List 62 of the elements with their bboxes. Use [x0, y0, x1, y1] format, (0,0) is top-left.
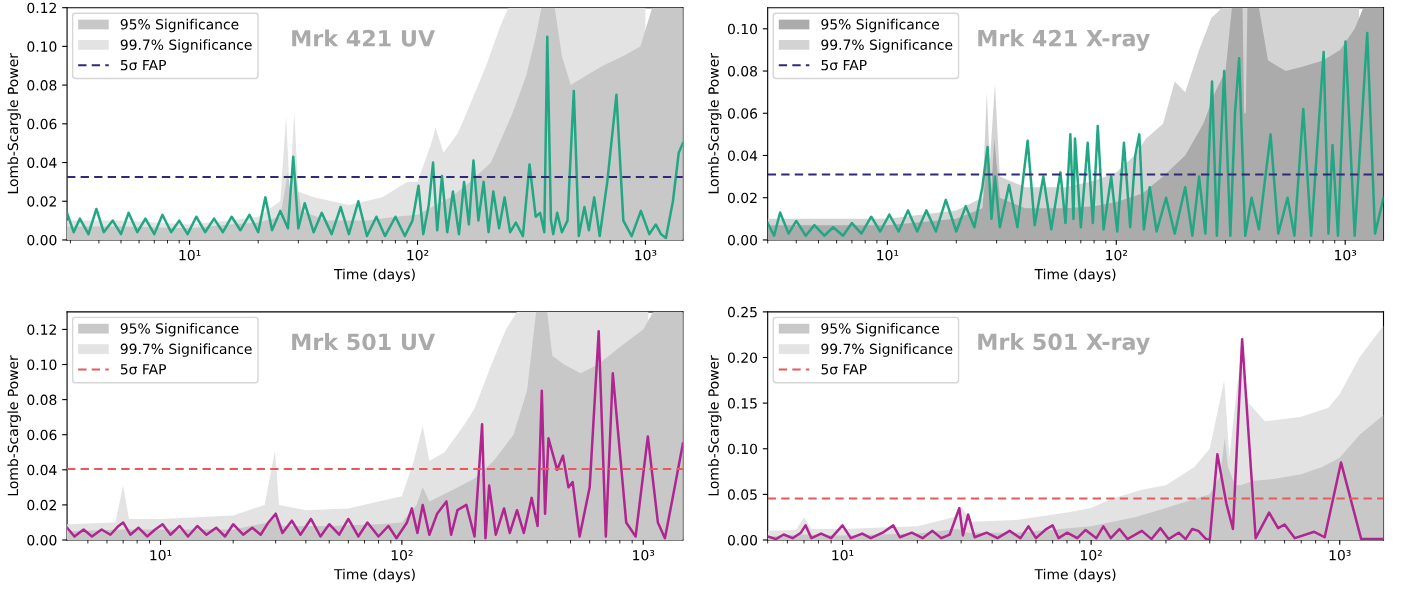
legend-label: 95% Significance [821, 322, 940, 337]
legend-label: 5σ FAP [821, 59, 867, 71]
y-tick-label: 0.12 [27, 2, 56, 14]
y-tick-label: 0.04 [727, 150, 758, 161]
legend-label: 5σ FAP [120, 364, 167, 375]
x-tick-label: 10² [407, 249, 429, 261]
text: Mrk 501 X-ray [978, 332, 1150, 355]
y-tick-label: 0.12 [27, 324, 56, 335]
y-tick-label: 0.15 [727, 398, 757, 409]
y-axis-title: Lomb-Scargle Power [7, 53, 21, 194]
legend-label: 5σ FAP [821, 364, 867, 375]
y-tick-label: 0.10 [27, 41, 57, 52]
x-tick-label: 10¹ [179, 249, 201, 261]
y-tick-label: 0.02 [27, 499, 56, 511]
y-tick-label: 0.00 [727, 234, 758, 246]
legend-label: 95% Significance [120, 322, 239, 337]
x-tick-label: 10² [1106, 249, 1128, 261]
y-axis-title: Lomb-Scargle Power [7, 355, 21, 496]
y-axis-title: Lomb-Scargle Power [708, 53, 722, 194]
legend-label: 5σ FAP [120, 59, 167, 71]
y-tick-label: 0.10 [727, 443, 758, 455]
y-tick-label: 0.02 [27, 196, 56, 207]
x-tick-label: 10³ [633, 549, 655, 561]
y-tick-label: 0.00 [27, 234, 57, 246]
legend-label: 99.7% Significance [821, 343, 953, 357]
y-tick-label: 0.04 [27, 157, 57, 168]
y-tick-label: 0.06 [27, 429, 57, 441]
text: Mrk 501 UV [292, 333, 436, 351]
y-tick-label: 0.00 [27, 534, 57, 546]
y-tick-label: 0.05 [727, 489, 757, 500]
x-axis-title: Time (days) [333, 568, 415, 583]
y-tick-label: 0.06 [27, 118, 57, 130]
legend-label: 99.7% Significance [120, 39, 252, 53]
x-axis-title: Time (days) [1034, 268, 1116, 283]
x-axis-title: Time (days) [1034, 568, 1116, 583]
x-axis-title: Time (days) [333, 268, 415, 283]
x-tick-label: 10¹ [877, 249, 899, 261]
x-tick-label: 10² [1081, 549, 1102, 561]
y-tick-label: 0.08 [27, 80, 57, 91]
y-tick-label: 0.08 [727, 66, 757, 77]
y-axis-title: Lomb-Scargle Power [708, 355, 722, 496]
text: Mrk 421 X-ray [978, 29, 1150, 52]
y-tick-label: 0.08 [27, 394, 57, 406]
legend-label: 99.7% Significance [120, 343, 252, 357]
y-tick-label: 0.20 [727, 352, 758, 363]
y-tick-label: 0.00 [727, 534, 758, 546]
legend-label: 95% Significance [120, 18, 239, 33]
x-tick-label: 10¹ [150, 549, 172, 561]
legend-label: 99.7% Significance [821, 39, 953, 53]
y-tick-label: 0.10 [727, 23, 758, 35]
x-tick-label: 10³ [1335, 249, 1357, 261]
x-tick-label: 10¹ [832, 549, 854, 561]
x-tick-label: 10² [391, 549, 413, 561]
text: Mrk 421 UV [292, 29, 436, 47]
y-tick-label: 0.02 [727, 192, 757, 204]
y-tick-label: 0.10 [27, 359, 57, 370]
y-tick-label: 0.06 [727, 108, 758, 119]
legend-label: 95% Significance [821, 18, 940, 33]
y-tick-label: 0.04 [27, 464, 57, 476]
x-tick-label: 10³ [635, 249, 657, 261]
y-tick-label: 0.25 [727, 306, 757, 318]
x-tick-label: 10³ [1329, 549, 1351, 561]
